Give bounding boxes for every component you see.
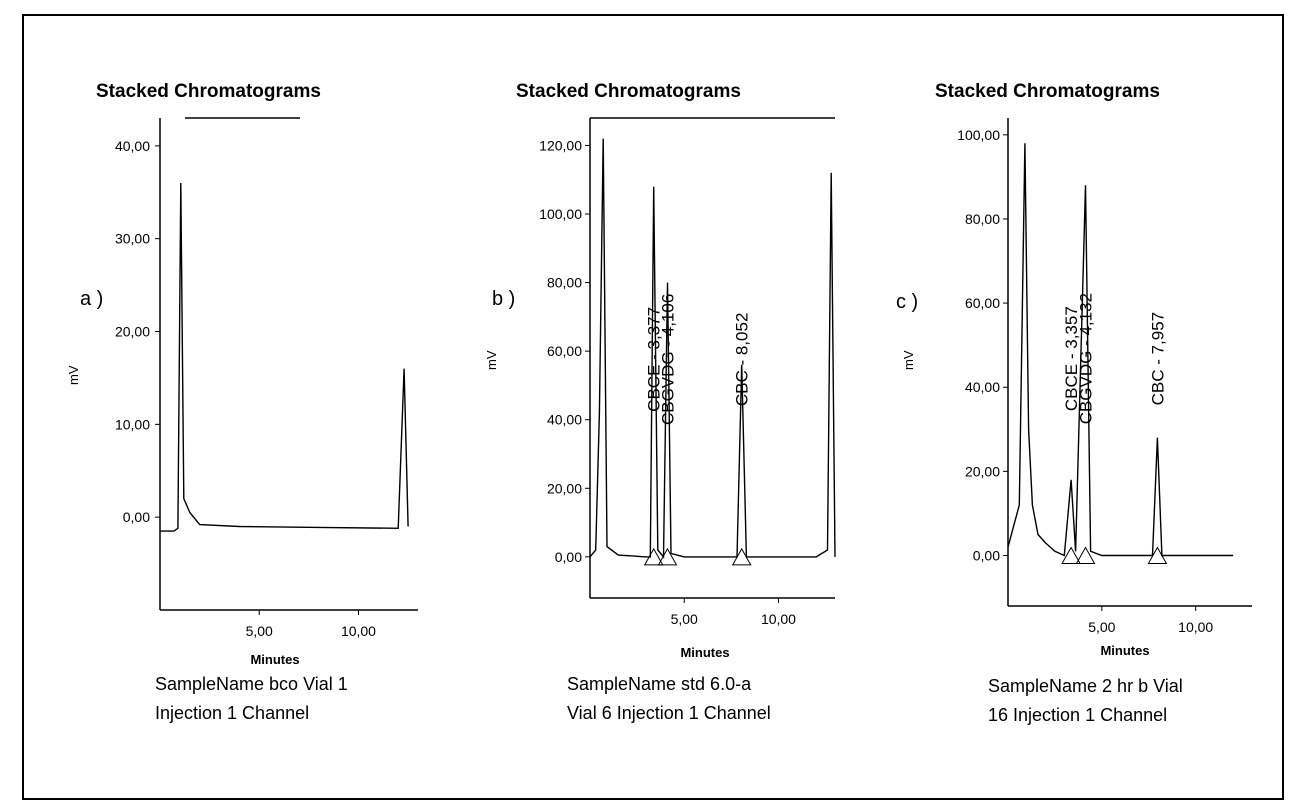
y-tick-label: 100,00 bbox=[539, 206, 582, 222]
y-tick-label: 60,00 bbox=[547, 343, 582, 359]
y-tick-label: 40,00 bbox=[965, 379, 1000, 395]
peak-label: CBGVDG - 4,106 bbox=[658, 294, 677, 425]
y-axis-label: mV bbox=[484, 350, 499, 370]
sample-caption-line: 16 Injection 1 Channel bbox=[988, 705, 1167, 725]
y-tick-label: 0,00 bbox=[555, 549, 582, 565]
sample-caption-line: SampleName std 6.0-a bbox=[567, 674, 752, 694]
y-tick-label: 0,00 bbox=[123, 509, 150, 525]
peak-label: CBCE - 3,357 bbox=[1062, 306, 1081, 411]
peak-label: CBCE - 3,377 bbox=[645, 307, 664, 412]
figure-frame bbox=[22, 14, 1284, 800]
peak-integration-marker bbox=[657, 547, 678, 566]
y-tick-label: 20,00 bbox=[547, 480, 582, 496]
y-axis-label: mV bbox=[66, 365, 81, 385]
chart-title: Stacked Chromatograms bbox=[516, 81, 741, 102]
y-tick-label: 40,00 bbox=[547, 412, 582, 428]
peak-label: CBC - 8,052 bbox=[733, 313, 752, 407]
peak-integration-marker bbox=[1147, 546, 1168, 565]
peak-integration-marker bbox=[643, 547, 664, 566]
sample-caption-line: Vial 6 Injection 1 Channel bbox=[567, 703, 771, 723]
y-axis-label: mV bbox=[901, 350, 916, 370]
x-tick-label: 10,00 bbox=[1178, 619, 1213, 635]
y-tick-label: 100,00 bbox=[957, 127, 1000, 143]
y-tick-label: 60,00 bbox=[965, 295, 1000, 311]
y-tick-label: 10,00 bbox=[115, 416, 150, 432]
chromatogram-trace bbox=[1007, 143, 1234, 557]
peak-integration-marker bbox=[1061, 546, 1081, 565]
x-tick-label: 10,00 bbox=[341, 623, 376, 639]
x-axis-label: Minutes bbox=[680, 645, 729, 660]
x-tick-label: 5,00 bbox=[671, 611, 698, 627]
peak-label: CBGVDG - 4,132 bbox=[1077, 293, 1096, 424]
x-axis-label: Minutes bbox=[1100, 643, 1149, 658]
chromatogram-trace bbox=[160, 182, 409, 532]
x-tick-label: 5,00 bbox=[246, 623, 273, 639]
peak-label: CBC - 7,957 bbox=[1148, 312, 1167, 406]
sample-caption-line: SampleName 2 hr b Vial bbox=[988, 676, 1183, 696]
sample-caption-line: Injection 1 Channel bbox=[155, 703, 309, 723]
y-tick-label: 20,00 bbox=[965, 463, 1000, 479]
chart-title: Stacked Chromatograms bbox=[935, 81, 1160, 102]
y-tick-label: 80,00 bbox=[965, 211, 1000, 227]
panel-label: b ) bbox=[492, 288, 515, 310]
panel-label: c ) bbox=[896, 291, 918, 313]
y-tick-label: 120,00 bbox=[539, 137, 582, 153]
y-tick-label: 80,00 bbox=[547, 275, 582, 291]
x-tick-label: 5,00 bbox=[1088, 619, 1115, 635]
peak-integration-marker bbox=[1075, 546, 1096, 565]
x-axis-label: Minutes bbox=[250, 652, 299, 667]
x-tick-label: 10,00 bbox=[761, 611, 796, 627]
y-tick-label: 0,00 bbox=[973, 548, 1000, 564]
y-tick-label: 40,00 bbox=[115, 138, 150, 154]
sample-caption-line: SampleName bco Vial 1 bbox=[155, 674, 348, 694]
panel-label: a ) bbox=[80, 288, 103, 310]
y-tick-label: 20,00 bbox=[115, 324, 150, 340]
y-tick-label: 30,00 bbox=[115, 231, 150, 247]
peak-integration-marker bbox=[731, 547, 752, 566]
chart-title: Stacked Chromatograms bbox=[96, 81, 321, 102]
chromatogram-trace bbox=[589, 138, 836, 559]
